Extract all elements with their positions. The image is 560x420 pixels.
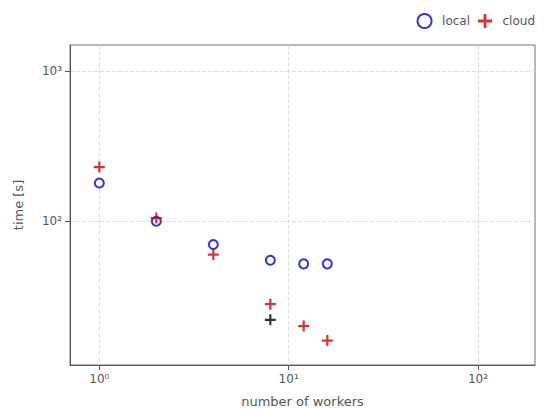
svg-text:10¹: 10¹ (279, 372, 299, 386)
svg-text:cloud: cloud (503, 14, 536, 28)
svg-text:number of workers: number of workers (241, 394, 364, 409)
svg-text:10²: 10² (42, 214, 62, 228)
svg-text:10²: 10² (468, 372, 488, 386)
svg-text:10³: 10³ (42, 64, 62, 78)
svg-text:time [s]: time [s] (11, 180, 26, 230)
svg-text:local: local (442, 14, 470, 28)
svg-text:10⁰: 10⁰ (89, 372, 109, 386)
